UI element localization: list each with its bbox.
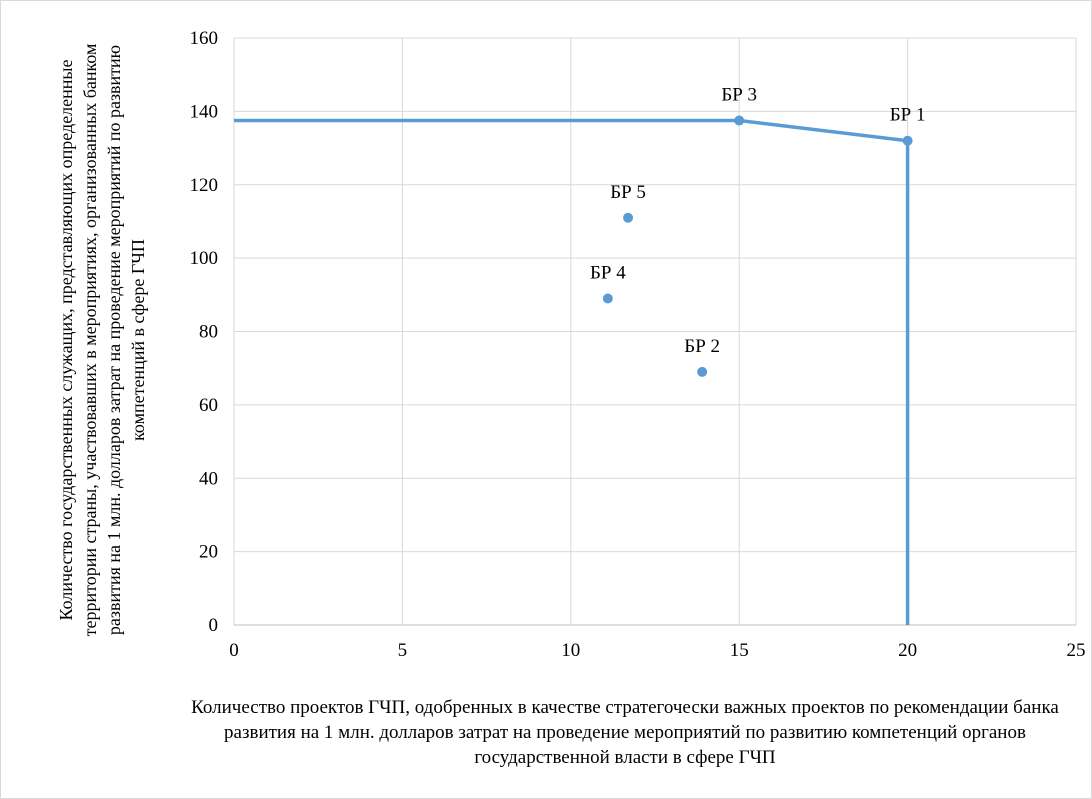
y-tick-label: 140 bbox=[190, 101, 219, 122]
y-tick-label: 60 bbox=[199, 395, 218, 416]
y-tick-label: 160 bbox=[190, 28, 219, 49]
frontier-series bbox=[234, 118, 910, 625]
y-tick-label: 40 bbox=[199, 468, 218, 489]
y-tick-label: 0 bbox=[209, 615, 219, 636]
data-point bbox=[697, 366, 708, 377]
y-tick-label: 120 bbox=[190, 175, 219, 196]
data-label: БР 4 bbox=[590, 262, 626, 283]
data-point bbox=[734, 115, 745, 126]
x-tick-label: 5 bbox=[398, 640, 408, 661]
data-point bbox=[902, 135, 913, 146]
y-tick-label: 20 bbox=[199, 542, 218, 563]
x-tick-label: 25 bbox=[1067, 640, 1086, 661]
tick-labels: 0 5 10 15 20 25 0 20 40 60 80 100 120 140 160 bbox=[190, 28, 1086, 661]
x-tick-label: 20 bbox=[898, 640, 917, 661]
x-tick-label: 0 bbox=[229, 640, 239, 661]
data-label: БР 5 bbox=[610, 182, 646, 203]
y-tick-label: 80 bbox=[199, 322, 218, 343]
x-axis-title: Количество проектов ГЧП, одобренных в ка… bbox=[191, 697, 1059, 768]
y-axis-title: Количество государственных служащих, пре… bbox=[56, 43, 148, 637]
gridlines bbox=[233, 37, 1077, 626]
y-tick-label: 100 bbox=[190, 248, 219, 269]
x-tick-label: 15 bbox=[730, 640, 749, 661]
frontier-line bbox=[234, 118, 910, 625]
data-label: БР 2 bbox=[684, 336, 720, 357]
data-point bbox=[602, 293, 613, 304]
data-label: БР 3 bbox=[721, 85, 757, 106]
data-points: БР 1 БР 2 БР 3 БР 4 БР 5 bbox=[590, 85, 925, 377]
data-point bbox=[623, 212, 634, 223]
y-axis-title-wrap: Количество государственных служащих, пре… bbox=[22, 30, 182, 650]
x-tick-label: 10 bbox=[561, 640, 580, 661]
data-label: БР 1 bbox=[890, 105, 926, 126]
